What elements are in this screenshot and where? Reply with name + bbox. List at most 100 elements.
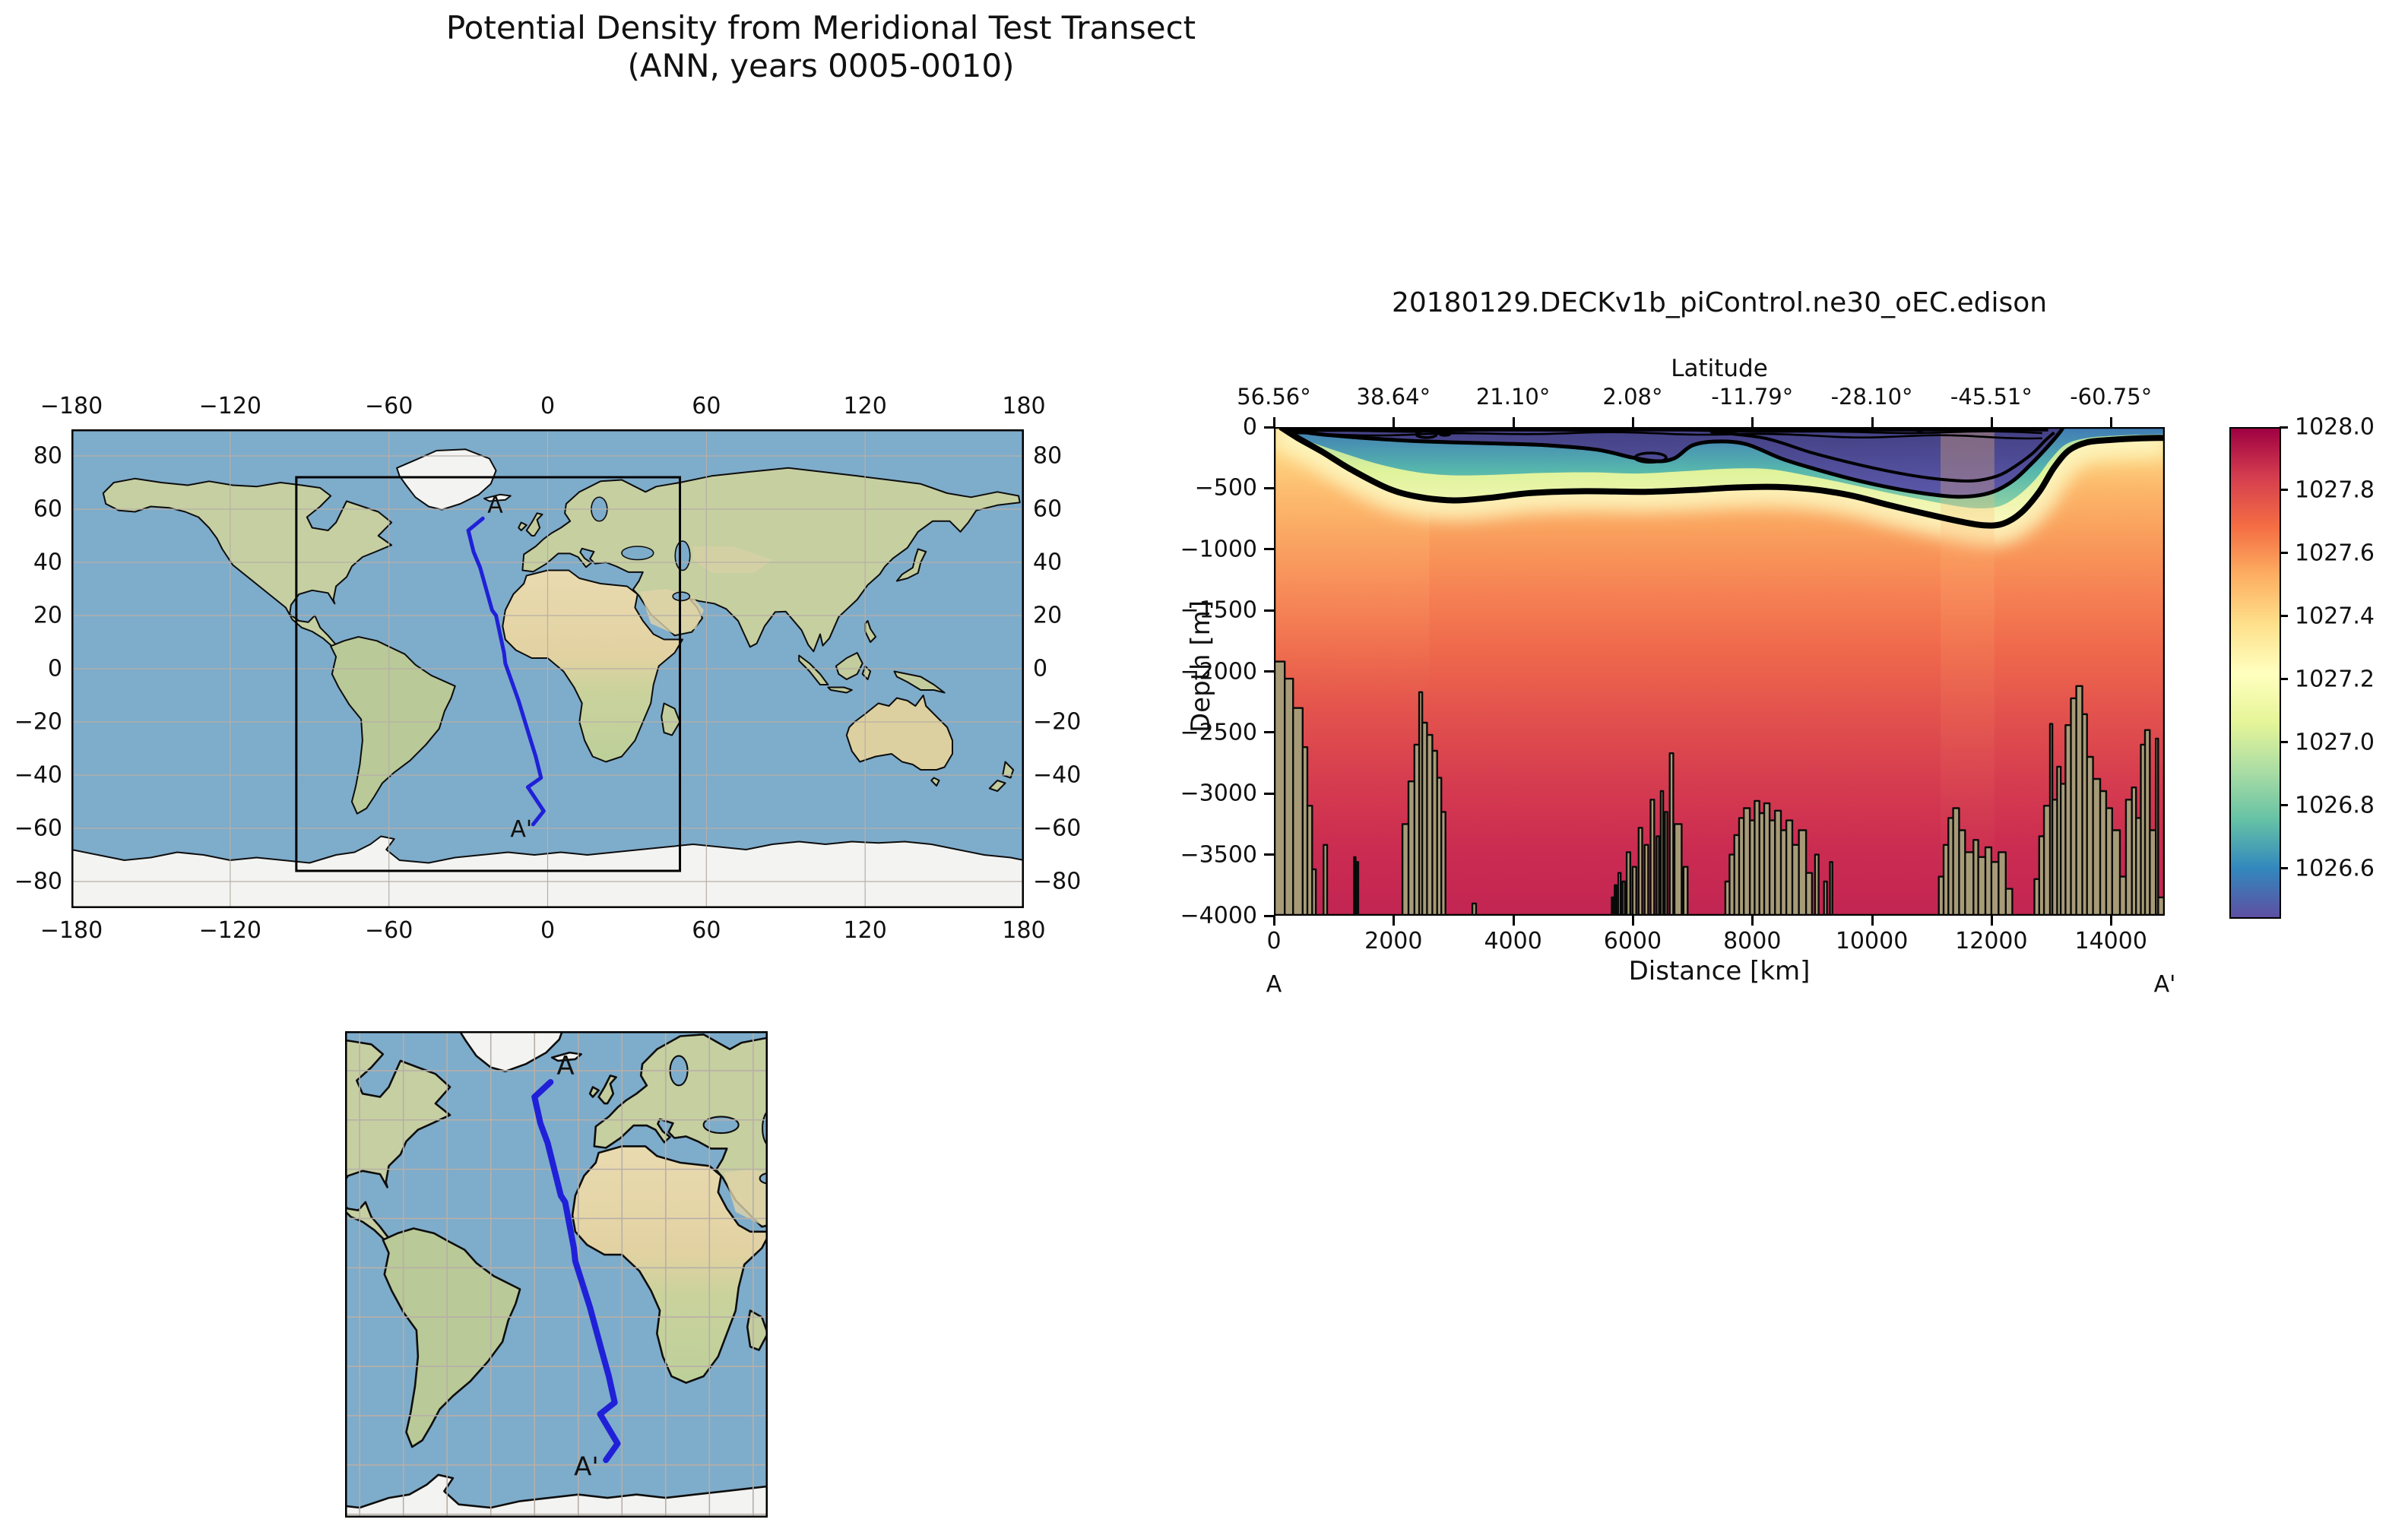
sea-persian-gulf [759, 1172, 768, 1185]
region-box [295, 476, 682, 872]
depth-tick-mark [1264, 426, 1274, 429]
distance-tick-mark [1631, 916, 1634, 926]
lat-tick-mark [1273, 417, 1275, 427]
landmass-java [827, 686, 853, 694]
landmass-uk [597, 1075, 617, 1105]
colorbar-tick-mark [2280, 552, 2288, 555]
world-lon-tick-bottom: 180 [1002, 917, 1046, 944]
latitude-tick-label: 21.10° [1475, 384, 1551, 410]
world-lon-tick-bottom: 60 [692, 917, 721, 944]
world-lat-tick-left: −80 [14, 868, 62, 895]
world-lat-tick-left: −40 [14, 761, 62, 789]
lat-tick-mark [2110, 417, 2113, 427]
distance-tick-label: 2000 [1364, 928, 1423, 954]
transect-label-a: A [487, 492, 503, 518]
section-ylabel: Depth [m] [1186, 600, 1216, 733]
section-endpoint-a-prime-label: A' [2153, 971, 2176, 998]
map-frame [345, 1031, 768, 1518]
world-lat-tick-right: 60 [1033, 495, 1063, 523]
transect-label-a-prime: A' [574, 1451, 599, 1482]
world-lon-tick-bottom: 120 [843, 917, 887, 944]
colorbar-tick-mark [2280, 489, 2288, 492]
transect-label-a-prime: A' [510, 816, 532, 843]
world-lon-tick-top: −120 [198, 393, 262, 419]
depth-tick-mark [1264, 609, 1274, 612]
transect-line [466, 516, 546, 827]
purple-base-contour [1282, 427, 2065, 499]
world-lat-tick-left: 20 [33, 602, 62, 629]
world-lat-tick-right: −40 [1033, 761, 1082, 789]
landmass-nz-north [1002, 761, 1015, 779]
latitude-tick-label: -45.51° [1950, 384, 2033, 410]
landmass-ireland [518, 521, 528, 531]
section-frame [1274, 427, 2165, 916]
landmass-new-guinea [893, 670, 946, 694]
colorbar-tick-label: 1027.4 [2295, 603, 2375, 630]
desert-overlay-arabia [640, 589, 704, 635]
graticule [71, 429, 1024, 908]
closed-isopycnal-loop [1633, 451, 1668, 464]
section-endpoint-a-label: A [1266, 971, 1282, 998]
depth-tick-label: −3000 [1180, 780, 1257, 807]
world-lat-tick-left: 40 [33, 549, 62, 576]
landmass-nz-south [988, 780, 1006, 792]
figure-title-line2: (ANN, years 0005-0010) [627, 47, 1015, 84]
world-lat-tick-left: −20 [14, 708, 62, 736]
distance-tick-mark [1393, 916, 1396, 926]
landmass-greenland [396, 448, 497, 511]
desert-overlay-arabia [724, 1169, 768, 1226]
distance-tick-mark [1273, 916, 1275, 926]
latitude-tick-label: -60.75° [2070, 384, 2153, 410]
landmass-north-america [102, 477, 393, 650]
distance-tick-mark [2110, 916, 2113, 926]
colorbar-tick-label: 1027.0 [2295, 729, 2375, 756]
upper-ocean-blue-teal-band [1282, 427, 2165, 508]
main-pycnocline-contour [1278, 427, 2165, 529]
depth-tick-label: −2500 [1180, 719, 1257, 746]
lat-tick-mark [1871, 417, 1874, 427]
figure-title-line1: Potential Density from Meridional Test T… [445, 9, 1196, 46]
colorbar-tick-label: 1027.6 [2295, 540, 2375, 567]
world-lat-tick-right: 40 [1033, 549, 1063, 576]
colorbar-tick-mark [2280, 741, 2288, 744]
surface-isopycnal-contour [1294, 431, 2042, 440]
distance-tick-mark [1990, 916, 1993, 926]
world-lon-tick-bottom: 0 [540, 917, 556, 944]
distance-tick-label: 14000 [2074, 928, 2147, 954]
depth-tick-label: −2000 [1180, 658, 1257, 685]
lat-tick-mark [1631, 417, 1634, 427]
distance-tick-label: 12000 [1955, 928, 2028, 954]
latitude-tick-label: 56.56° [1237, 384, 1311, 410]
colorbar [2229, 427, 2281, 919]
upper-ocean-green-yellow-band [1280, 427, 2165, 526]
section-title: 20180129.DECKv1b_piControl.ne30_oEC.edis… [1391, 287, 2048, 318]
world-lon-tick-top: −180 [40, 393, 103, 419]
landmass-ireland [588, 1086, 600, 1098]
world-lat-tick-right: 0 [1033, 655, 1048, 682]
depth-tick-label: −4000 [1180, 902, 1257, 929]
sea-black-sea [702, 1116, 740, 1135]
surface-low-density-purple-lens [1282, 427, 2064, 497]
depth-tick-label: −1500 [1180, 597, 1257, 624]
lat-tick-mark [1393, 417, 1396, 427]
desert-overlay-central-asia [692, 546, 773, 573]
bathymetry-profile [1274, 660, 2165, 916]
sea-persian-gulf [672, 591, 691, 602]
world-lon-tick-top: 0 [540, 393, 556, 419]
lat-tick-mark [1512, 417, 1515, 427]
lat-tick-mark [1751, 417, 1754, 427]
transect-line [531, 1079, 621, 1464]
distance-tick-label: 10000 [1835, 928, 1909, 954]
colorbar-tick-label: 1027.2 [2295, 666, 2375, 693]
colorbar-tick-mark [2280, 615, 2288, 618]
potential-density-section-plot [1274, 427, 2165, 916]
closed-isopycnal-loop [1438, 430, 1452, 437]
depth-tick-label: −500 [1194, 474, 1257, 502]
landmass-eurasia [593, 1033, 768, 1228]
latitude-tick-label: 2.08° [1602, 384, 1663, 410]
depth-tick-label: 0 [1242, 413, 1257, 441]
distance-tick-mark [1871, 916, 1874, 926]
landmass-uk [525, 512, 543, 537]
world-lat-tick-right: 20 [1033, 602, 1063, 629]
